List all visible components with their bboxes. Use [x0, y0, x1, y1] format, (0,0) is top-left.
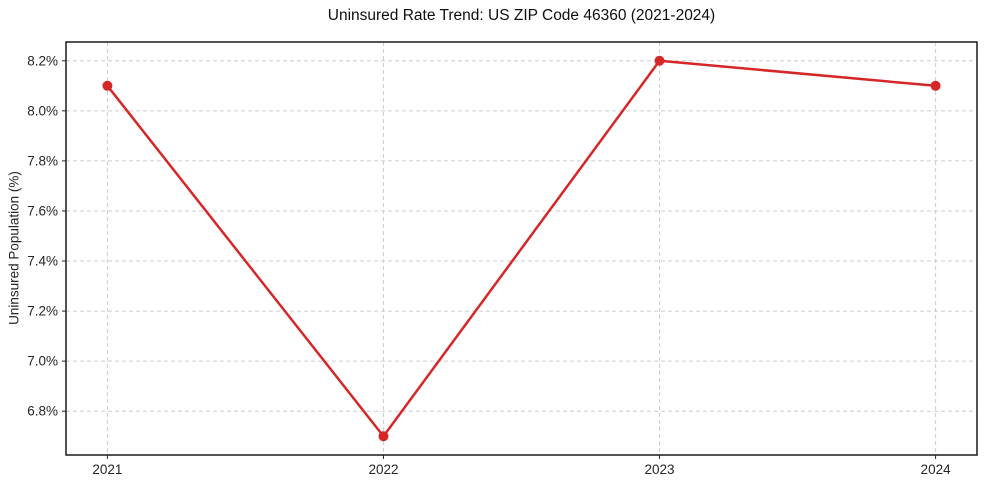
- data-point-2021: [102, 80, 113, 91]
- x-tick-label: 2021: [92, 462, 123, 477]
- x-tick-label: 2022: [368, 462, 399, 477]
- y-tick-label: 8.2%: [27, 53, 58, 69]
- data-point-2024: [930, 80, 941, 91]
- x-tick-label: 2023: [644, 462, 675, 477]
- y-tick-label: 7.8%: [27, 153, 58, 169]
- y-tick-label: 6.8%: [27, 403, 58, 419]
- plot-area: [62, 41, 978, 459]
- y-tick-label: 7.6%: [27, 203, 58, 219]
- data-point-2023: [654, 55, 665, 66]
- trend-line: [106, 59, 937, 438]
- y-tick-label: 7.0%: [27, 353, 58, 369]
- chart-title: Uninsured Rate Trend: US ZIP Code 46360 …: [327, 7, 716, 24]
- y-tick-label: 7.2%: [27, 303, 58, 319]
- y-axis-label: Uninsured Population (%): [6, 171, 22, 325]
- y-tick-label: 8.0%: [27, 103, 58, 119]
- x-tick-label: 2024: [920, 462, 951, 477]
- data-point-2022: [378, 431, 389, 442]
- plot-border: [65, 41, 978, 456]
- y-tick-label: 7.4%: [27, 253, 58, 269]
